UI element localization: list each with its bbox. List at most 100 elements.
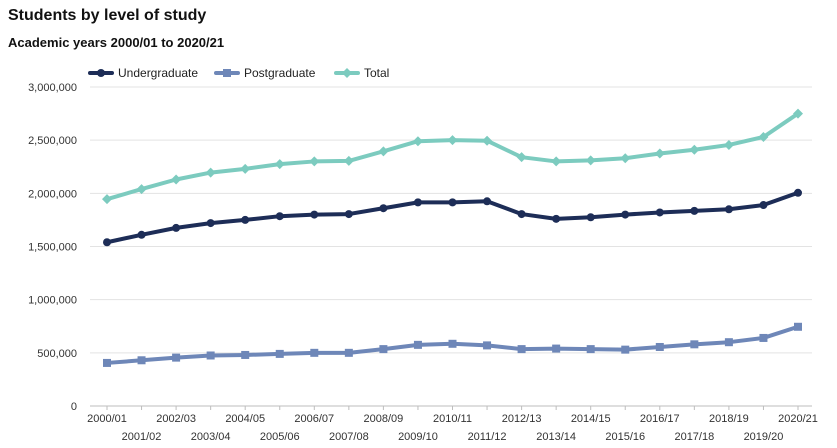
chart-title: Students by level of study xyxy=(8,7,207,24)
data-point xyxy=(585,155,596,166)
legend-item-undergraduate[interactable]: Undergraduate xyxy=(88,66,198,80)
x-tick-label: 2002/03 xyxy=(156,413,196,425)
data-point xyxy=(794,188,802,197)
data-point xyxy=(103,358,111,367)
data-point xyxy=(413,198,422,207)
data-point xyxy=(724,338,733,347)
data-point xyxy=(275,212,284,221)
chart-subtitle: Academic years 2000/01 to 2020/21 xyxy=(8,35,225,50)
data-point xyxy=(483,341,492,350)
data-point xyxy=(482,135,493,146)
data-point xyxy=(379,345,388,354)
data-point xyxy=(171,174,182,185)
data-point xyxy=(517,345,526,354)
data-point xyxy=(241,215,250,224)
data-point xyxy=(759,201,768,210)
legend-swatch-marker xyxy=(223,69,231,77)
data-point xyxy=(137,356,146,365)
x-tick-label: 2001/02 xyxy=(122,431,162,443)
data-point xyxy=(240,163,251,174)
data-point xyxy=(241,350,250,359)
series-line-total xyxy=(105,111,800,202)
x-tick-label: 2004/05 xyxy=(225,413,265,425)
data-point xyxy=(137,230,146,239)
x-tick-label: 2009/10 xyxy=(398,431,438,443)
x-tick-label: 2020/21 xyxy=(778,413,818,425)
data-point xyxy=(309,156,320,167)
data-point xyxy=(412,136,423,147)
data-point xyxy=(793,108,803,119)
data-point xyxy=(274,159,285,170)
data-point xyxy=(310,348,319,357)
data-point xyxy=(654,148,665,159)
data-point xyxy=(690,206,699,215)
x-tick-label: 2018/19 xyxy=(709,413,749,425)
data-point xyxy=(310,210,319,219)
x-tick-label: 2003/04 xyxy=(191,431,231,443)
data-point xyxy=(551,156,562,167)
data-point xyxy=(690,340,699,349)
x-tick-label: 2005/06 xyxy=(260,431,300,443)
legend-item-postgraduate[interactable]: Postgraduate xyxy=(214,66,316,80)
data-point xyxy=(552,214,561,223)
data-point xyxy=(102,194,112,205)
series-group xyxy=(102,108,803,367)
data-point xyxy=(758,131,769,142)
x-tick-label: 2006/07 xyxy=(294,413,334,425)
data-point xyxy=(343,155,354,166)
x-tick-label: 2016/17 xyxy=(640,413,680,425)
x-tick-label: 2010/11 xyxy=(433,413,472,425)
data-point xyxy=(275,349,284,358)
series-total xyxy=(102,108,803,205)
data-point xyxy=(517,210,526,219)
data-point xyxy=(724,205,733,214)
data-point xyxy=(448,339,457,348)
data-point xyxy=(621,210,630,219)
data-point xyxy=(621,345,630,354)
data-point xyxy=(205,167,216,178)
y-tick-label: 1,500,000 xyxy=(28,242,77,254)
data-point xyxy=(206,351,215,360)
data-point xyxy=(413,340,422,349)
x-tick-label: 2013/14 xyxy=(536,431,576,443)
x-tick-label: 2014/15 xyxy=(571,413,611,425)
legend-item-total[interactable]: Total xyxy=(334,66,389,80)
y-tick-label: 3,000,000 xyxy=(28,82,77,94)
data-point xyxy=(689,144,700,155)
x-tick-label: 2012/13 xyxy=(502,413,542,425)
x-tick-label: 2011/12 xyxy=(468,431,507,443)
data-point xyxy=(206,219,215,228)
data-point xyxy=(655,342,664,351)
data-point xyxy=(172,353,181,362)
data-point xyxy=(759,333,768,342)
data-point xyxy=(172,223,181,232)
series-undergraduate xyxy=(103,188,802,247)
data-point xyxy=(552,344,561,353)
data-point xyxy=(379,204,388,213)
legend-swatch-marker xyxy=(97,69,105,77)
data-point xyxy=(103,238,111,247)
y-tick-label: 0 xyxy=(71,401,77,413)
data-point xyxy=(586,345,595,354)
x-tick-label: 2007/08 xyxy=(329,431,369,443)
y-tick-label: 1,000,000 xyxy=(28,295,77,307)
data-point xyxy=(136,184,147,195)
data-point xyxy=(794,322,802,331)
x-tick-label: 2015/16 xyxy=(605,431,645,443)
data-point xyxy=(723,139,734,150)
data-point xyxy=(620,153,631,164)
legend[interactable]: Undergraduate Postgraduate Total xyxy=(88,66,389,80)
legend-label: Total xyxy=(364,66,389,80)
x-tick-label: 2017/18 xyxy=(674,431,714,443)
data-point xyxy=(655,208,664,217)
x-tick-label: 2000/01 xyxy=(87,413,127,425)
y-axis-ticks: 0 500,000 1,000,000 1,500,000 2,000,000 2,500… xyxy=(28,82,77,413)
x-axis-ticks: 2000/01 2001/02 2002/03 2003/04 2004/05 2005/… xyxy=(87,406,818,443)
data-point xyxy=(378,146,389,157)
legend-swatch-marker xyxy=(342,68,352,78)
data-point xyxy=(516,152,527,163)
data-point xyxy=(344,348,353,357)
data-point xyxy=(448,198,457,207)
y-tick-label: 2,500,000 xyxy=(28,135,77,147)
